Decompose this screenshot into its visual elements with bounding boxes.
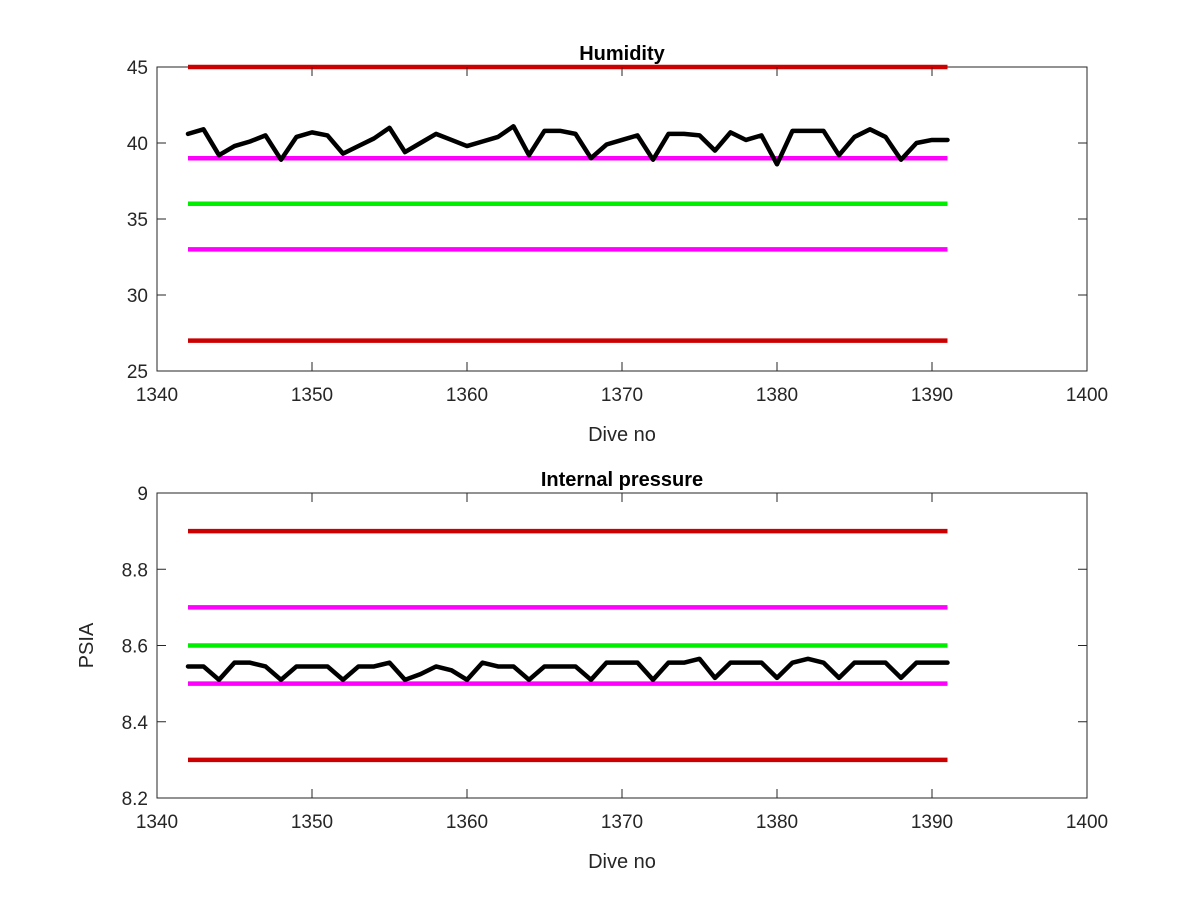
y-axis-label: PSIA bbox=[76, 622, 98, 668]
series-line-0 bbox=[185, 656, 950, 683]
y-tick-label: 8.4 bbox=[122, 713, 149, 734]
y-tick-label: 35 bbox=[127, 210, 148, 231]
x-tick-label: 1390 bbox=[911, 812, 953, 833]
x-axis-label: Dive no bbox=[588, 851, 656, 873]
y-tick-label: 8.6 bbox=[122, 637, 148, 658]
y-tick-label: 40 bbox=[127, 134, 148, 155]
x-tick-label: 1400 bbox=[1066, 385, 1108, 406]
y-tick-label: 8.8 bbox=[122, 560, 148, 581]
x-tick-label: 1370 bbox=[601, 385, 643, 406]
x-tick-label: 1360 bbox=[446, 812, 488, 833]
y-tick-label: 9 bbox=[137, 484, 148, 505]
chart-title: Internal pressure bbox=[541, 469, 703, 491]
x-tick-label: 1340 bbox=[136, 385, 178, 406]
plot-area bbox=[156, 66, 1088, 372]
x-tick-label: 1390 bbox=[911, 385, 953, 406]
y-tick-label: 8.2 bbox=[122, 789, 148, 810]
subplot-internal-pressure: 1340 1350 1360 1370 1380 1390 1400 8.2 8.4 8.6 8.8… bbox=[76, 469, 1108, 873]
y-tick-label: 25 bbox=[127, 362, 148, 383]
x-tick-label: 1340 bbox=[136, 812, 178, 833]
x-tick-label: 1360 bbox=[446, 385, 488, 406]
x-tick-label: 1350 bbox=[291, 812, 333, 833]
x-axis-label: Dive no bbox=[588, 424, 656, 446]
x-tick-label: 1380 bbox=[756, 812, 798, 833]
x-tick-label: 1400 bbox=[1066, 812, 1108, 833]
y-tick-label: 45 bbox=[127, 58, 148, 79]
series-line-0 bbox=[185, 124, 950, 167]
x-tick-label: 1350 bbox=[291, 385, 333, 406]
x-tick-label: 1380 bbox=[756, 385, 798, 406]
y-tick-label: 30 bbox=[127, 286, 148, 307]
subplot-humidity: 1340 1350 1360 1370 1380 1390 1400 25 30 35 40 45 Hu… bbox=[127, 43, 1108, 446]
x-tick-label: 1370 bbox=[601, 812, 643, 833]
chart-title: Humidity bbox=[579, 43, 665, 65]
